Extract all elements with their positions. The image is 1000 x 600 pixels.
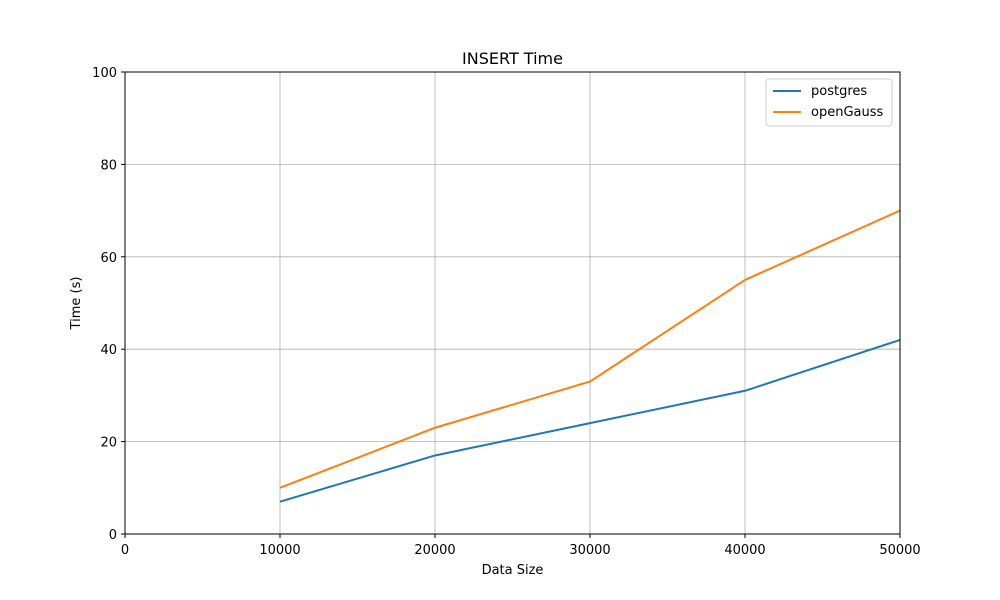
x-tick-label: 0 <box>121 543 129 558</box>
plot-frame <box>124 71 901 535</box>
legend-label-postgres: postgres <box>811 84 867 99</box>
legend: postgres openGauss <box>765 78 893 127</box>
chart-title: INSERT Time <box>462 49 563 68</box>
x-tick-label: 50000 <box>879 543 920 558</box>
x-ticks: 0 10000 20000 30000 40000 50000 <box>121 534 921 558</box>
y-tick-label: 80 <box>100 158 117 173</box>
y-tick-label: 60 <box>100 251 117 266</box>
y-tick-label: 0 <box>109 528 117 543</box>
y-tick-label: 100 <box>92 66 117 81</box>
y-tick-label: 40 <box>100 343 117 358</box>
x-tick-label: 10000 <box>259 543 300 558</box>
y-axis-label: Time (s) <box>69 277 84 331</box>
x-axis-label: Data Size <box>482 563 544 578</box>
legend-label-opengauss: openGauss <box>811 105 883 120</box>
x-tick-label: 30000 <box>569 543 610 558</box>
y-tick-label: 20 <box>100 436 117 451</box>
x-tick-label: 40000 <box>724 543 765 558</box>
y-ticks: 0 20 40 60 80 100 <box>92 66 125 543</box>
x-tick-label: 20000 <box>414 543 455 558</box>
